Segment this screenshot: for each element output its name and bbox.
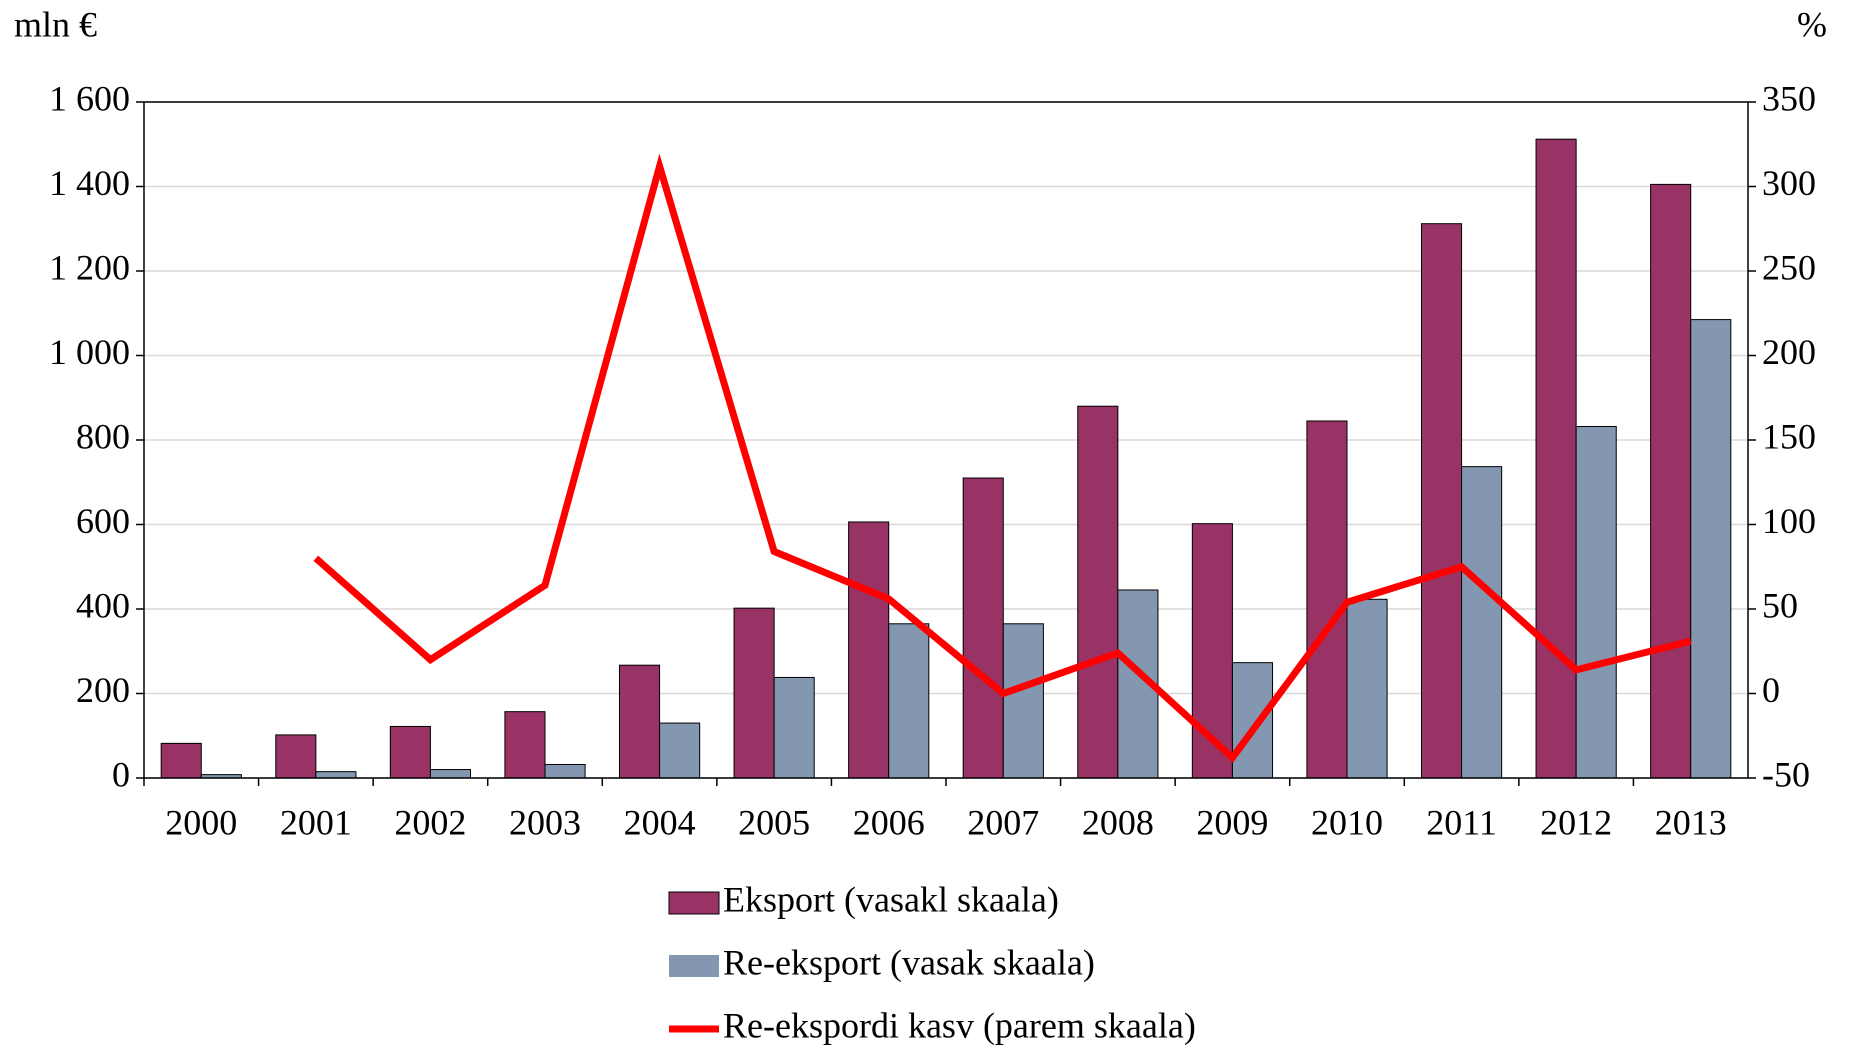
y-tick-label: 1 600 bbox=[49, 78, 130, 118]
line bbox=[313, 153, 1692, 763]
bar bbox=[733, 607, 775, 779]
y2-tick-label: 50 bbox=[1762, 585, 1798, 625]
y2-tick-label: 100 bbox=[1762, 501, 1816, 541]
y2-tick-label: 350 bbox=[1762, 78, 1816, 118]
bar bbox=[544, 763, 586, 779]
bar bbox=[1690, 319, 1732, 779]
legend-swatch bbox=[669, 955, 719, 977]
x-tick-label: 2012 bbox=[1540, 802, 1612, 842]
bar bbox=[1346, 598, 1388, 779]
bar bbox=[429, 769, 472, 779]
bar bbox=[618, 664, 661, 779]
legend-label: Re-eksport (vasak skaala) bbox=[723, 942, 1095, 982]
legend-swatch bbox=[668, 891, 720, 915]
x-tick-label: 2008 bbox=[1082, 802, 1154, 842]
y2-tick-label: 300 bbox=[1762, 163, 1816, 203]
y-tick-label: 200 bbox=[76, 670, 130, 710]
bar bbox=[1650, 183, 1692, 779]
y2-tick-label: -50 bbox=[1762, 754, 1810, 794]
bar bbox=[275, 734, 317, 779]
bar bbox=[962, 477, 1004, 779]
y-axis-label: mln € bbox=[14, 4, 97, 44]
y-tick-label: 800 bbox=[76, 416, 130, 456]
bar bbox=[888, 623, 930, 779]
legend-label: Re-ekspordi kasv (parem skaala) bbox=[723, 1005, 1196, 1045]
x-tick-label: 2009 bbox=[1196, 802, 1268, 842]
x-tick-label: 2004 bbox=[624, 802, 696, 842]
y2-axis-label: % bbox=[1797, 4, 1827, 44]
bar bbox=[1231, 662, 1274, 779]
y2-tick-label: 0 bbox=[1762, 670, 1780, 710]
bar bbox=[315, 771, 357, 779]
y-tick-label: 1 000 bbox=[49, 332, 130, 372]
y2-tick-label: 150 bbox=[1762, 416, 1816, 456]
y-tick-label: 1 200 bbox=[49, 247, 130, 287]
bar bbox=[1535, 138, 1577, 779]
x-tick-label: 2010 bbox=[1311, 802, 1383, 842]
legend-label: Eksport (vasakl skaala) bbox=[723, 879, 1059, 919]
bar bbox=[848, 521, 890, 779]
bar bbox=[160, 742, 202, 779]
y2-tick-label: 200 bbox=[1762, 332, 1816, 372]
bar bbox=[1575, 425, 1617, 779]
x-tick-label: 2005 bbox=[738, 802, 810, 842]
x-tick-label: 2000 bbox=[165, 802, 237, 842]
y-tick-label: 400 bbox=[76, 585, 130, 625]
x-tick-label: 2011 bbox=[1426, 802, 1497, 842]
x-tick-label: 2006 bbox=[853, 802, 925, 842]
bar bbox=[659, 722, 701, 779]
bar bbox=[389, 725, 431, 779]
y2-tick-label: 250 bbox=[1762, 247, 1816, 287]
bar bbox=[773, 676, 815, 779]
x-tick-label: 2002 bbox=[394, 802, 466, 842]
x-tick-label: 2007 bbox=[967, 802, 1039, 842]
x-tick-label: 2013 bbox=[1655, 802, 1727, 842]
bar bbox=[1461, 466, 1503, 779]
y-tick-label: 0 bbox=[112, 754, 130, 794]
y-tick-label: 600 bbox=[76, 501, 130, 541]
bar bbox=[1306, 420, 1348, 779]
bar bbox=[1002, 623, 1044, 779]
bar bbox=[1420, 223, 1463, 779]
x-tick-label: 2001 bbox=[280, 802, 352, 842]
x-tick-label: 2003 bbox=[509, 802, 581, 842]
bar bbox=[1077, 405, 1119, 779]
y-tick-label: 1 400 bbox=[49, 163, 130, 203]
bar bbox=[504, 711, 546, 779]
